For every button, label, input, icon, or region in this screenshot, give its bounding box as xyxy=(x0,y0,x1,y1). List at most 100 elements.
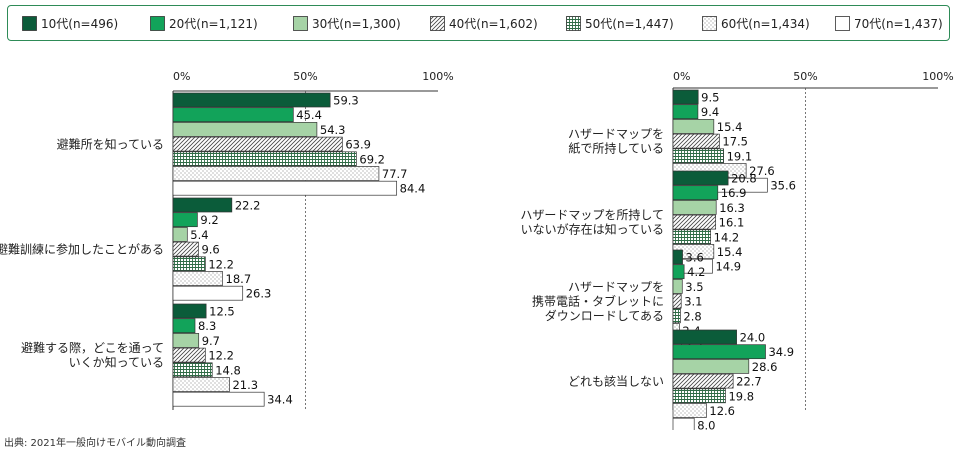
data-label: 54.3 xyxy=(320,123,346,137)
bar xyxy=(172,180,398,196)
bar xyxy=(672,229,711,245)
data-label: 20.8 xyxy=(731,172,757,186)
bar xyxy=(172,285,244,301)
category-label: 避難所を知っている xyxy=(57,136,164,151)
category-label: ハザードマップを携帯電話・タブレットにダウンロードしてある xyxy=(532,280,664,323)
bar xyxy=(672,359,750,374)
bar xyxy=(172,347,206,363)
bar xyxy=(672,417,695,430)
legend-label: 70代(n=1,437) xyxy=(854,17,943,31)
data-label: 9.4 xyxy=(701,105,719,119)
bar xyxy=(172,241,199,257)
data-label: 24.0 xyxy=(740,331,766,345)
legend-swatch xyxy=(430,16,445,31)
data-label: 22.7 xyxy=(736,375,762,389)
bar xyxy=(672,403,707,418)
data-label: 2.8 xyxy=(683,309,701,323)
bar xyxy=(672,344,766,360)
data-label: 9.6 xyxy=(201,243,219,257)
data-label: 12.2 xyxy=(208,257,234,271)
bar xyxy=(172,212,198,228)
data-label: 14.8 xyxy=(215,363,241,377)
bar xyxy=(672,200,717,215)
legend-swatch xyxy=(150,16,165,31)
data-label: 8.3 xyxy=(198,319,216,333)
data-label: 35.6 xyxy=(770,179,796,193)
data-label: 19.8 xyxy=(728,389,754,403)
data-label: 27.6 xyxy=(749,164,775,178)
category-label: どれも該当しない xyxy=(568,373,664,388)
data-label: 9.7 xyxy=(202,334,220,348)
data-label: 8.0 xyxy=(697,419,715,430)
bar xyxy=(672,308,681,324)
bar xyxy=(172,197,233,213)
data-label: 16.3 xyxy=(719,201,745,215)
bar xyxy=(672,148,724,164)
bar xyxy=(672,264,685,280)
data-label: 84.4 xyxy=(400,182,426,196)
category-label: 避難する際，どこを通っていくか知っている xyxy=(21,340,164,370)
data-label: 59.3 xyxy=(333,94,359,108)
bar xyxy=(172,362,213,378)
legend-item: 20代(n=1,121) xyxy=(150,15,258,32)
data-label: 26.3 xyxy=(246,287,272,301)
bar xyxy=(172,391,265,407)
data-label: 4.2 xyxy=(687,265,705,279)
category-label: ハザードマップを紙で所持している xyxy=(568,127,664,156)
data-label: 12.6 xyxy=(709,404,735,418)
bar xyxy=(672,329,737,345)
data-label: 21.3 xyxy=(232,378,258,392)
x-tick-label: 50% xyxy=(793,70,817,83)
data-label: 15.4 xyxy=(717,245,743,259)
bar xyxy=(672,89,699,105)
chart-right: 0% 50% 100%ハザードマップを紙で所持している9.59.415.417.51… xyxy=(520,70,954,430)
bar xyxy=(672,185,719,201)
bar xyxy=(172,377,230,392)
bar xyxy=(672,388,726,404)
data-label: 45.4 xyxy=(296,108,322,122)
bar xyxy=(672,119,715,134)
data-label: 12.2 xyxy=(208,349,234,363)
data-label: 69.2 xyxy=(359,152,385,166)
data-label: 16.1 xyxy=(719,216,745,230)
legend-item: 60代(n=1,434) xyxy=(702,15,810,32)
x-tick-label: 0% xyxy=(173,70,190,83)
bar xyxy=(672,293,682,309)
legend-swatch xyxy=(566,16,581,31)
bar xyxy=(172,166,380,181)
x-tick-label: 50% xyxy=(293,70,317,83)
data-label: 16.9 xyxy=(721,186,747,200)
source-note: 出典: 2021年一般向けモバイル動向調査 xyxy=(4,438,186,449)
legend-label: 40代(n=1,602) xyxy=(449,17,538,31)
legend-swatch xyxy=(22,16,37,31)
data-label: 14.2 xyxy=(714,230,740,244)
x-tick-label: 100% xyxy=(922,70,953,83)
legend-item: 70代(n=1,437) xyxy=(835,15,943,32)
bar xyxy=(672,249,683,265)
legend-label: 10代(n=496) xyxy=(41,17,119,31)
data-label: 15.4 xyxy=(717,120,743,134)
data-label: 9.2 xyxy=(200,213,218,227)
legend-item: 30代(n=1,300) xyxy=(293,15,401,32)
legend-item: 40代(n=1,602) xyxy=(430,15,538,32)
category-label: 避難訓練に参加したことがある xyxy=(0,241,164,256)
bar xyxy=(172,151,357,167)
data-label: 77.7 xyxy=(382,167,408,181)
bar xyxy=(172,136,343,152)
legend-swatch xyxy=(293,16,308,31)
legend-swatch xyxy=(835,16,850,31)
legend-item: 50代(n=1,447) xyxy=(566,15,674,32)
legend-label: 30代(n=1,300) xyxy=(312,17,401,31)
x-tick-label: 100% xyxy=(422,70,453,83)
data-label: 18.7 xyxy=(226,272,252,286)
bar xyxy=(672,214,717,230)
data-label: 28.6 xyxy=(752,360,778,374)
bar xyxy=(172,122,318,137)
legend-label: 50代(n=1,447) xyxy=(585,17,674,31)
bar xyxy=(672,133,720,149)
category-label: ハザードマップを所持していないが存在は知っている xyxy=(520,207,664,237)
data-label: 34.4 xyxy=(267,393,293,407)
data-label: 12.5 xyxy=(209,305,235,319)
bar xyxy=(172,256,206,272)
bar xyxy=(172,318,196,334)
